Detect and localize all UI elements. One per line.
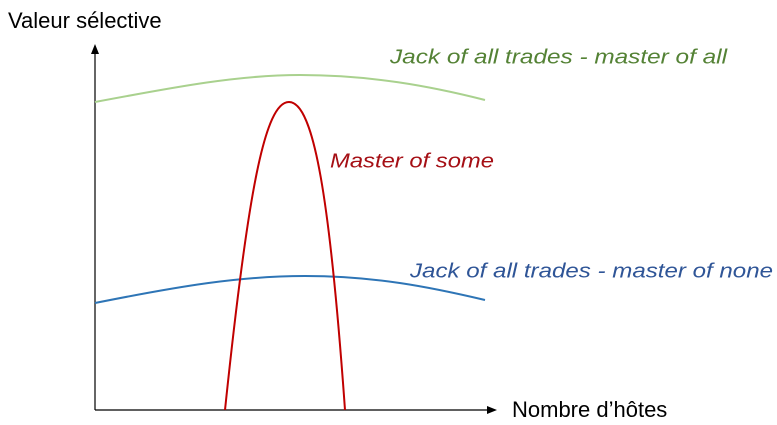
curve-some [224, 100, 346, 411]
y-axis-label: Valeur sélective [8, 8, 162, 33]
curve-all [94, 73, 486, 103]
curve-label: Master of some [330, 150, 494, 172]
x-axis-label: Nombre d’hôtes [512, 397, 667, 422]
curve-label: Jack of all trades - master of none [409, 260, 773, 282]
curve-label: Jack of all trades - master of all [389, 46, 728, 68]
y-axis-arrow [91, 44, 99, 54]
x-axis-arrow [487, 406, 497, 414]
curve-none [94, 274, 486, 304]
